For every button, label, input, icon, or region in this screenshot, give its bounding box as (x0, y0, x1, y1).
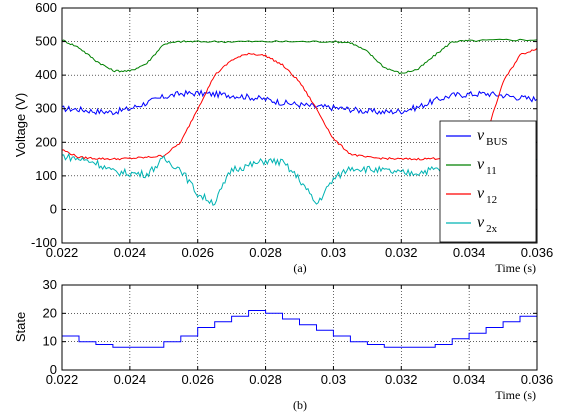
voltage-tick-label-x: 0.032 (385, 245, 418, 260)
legend-subscript: 12 (486, 194, 497, 206)
state-tick-label-y: 30 (43, 277, 57, 292)
voltage-series-11-line (61, 38, 538, 75)
voltage-tick-label-x: 0.024 (114, 245, 147, 260)
voltage-tick-label-y: 0 (50, 201, 57, 216)
state-plot-frame (61, 284, 538, 371)
state-chart: 0.022 0.024 0.026 0.028 0.03 0.032 0.034 0.036 0… (13, 277, 553, 412)
voltage-tick-label-x: 0.03 (321, 245, 346, 260)
voltage-chart: 0.022 0.024 0.026 0.028 0.03 0.032 0.034 0.036 -… (13, 0, 553, 275)
voltage-tick-label-y: 300 (35, 101, 57, 116)
legend-label-12: v 12 (477, 185, 497, 206)
voltage-tick-label-x: 0.028 (249, 245, 282, 260)
legend-subscript: 2x (486, 223, 498, 235)
legend-box (439, 120, 537, 243)
state-series (62, 310, 538, 348)
legend-label-2x: v 2x (477, 214, 498, 235)
voltage-caption: (a) (293, 261, 306, 275)
voltage-tick-label-y: 600 (35, 0, 57, 15)
state-x-axis-label: Time (s) (495, 388, 536, 402)
state-tick-label-x: 0.026 (181, 372, 214, 387)
legend-symbol: v (477, 127, 485, 144)
voltage-tick-label-x: 0.034 (453, 245, 486, 260)
voltage-ticks: 0.022 0.024 0.026 0.028 0.03 0.032 0.034 0.036 -… (31, 0, 553, 260)
legend-label-bus: v BUS (477, 127, 508, 148)
state-tick-label-x: 0.036 (521, 372, 554, 387)
state-tick-label-y: 0 (50, 362, 57, 377)
voltage-series-bus-line (61, 89, 538, 116)
voltage-tick-label-y: 200 (35, 134, 57, 149)
legend-label-11: v 11 (477, 156, 497, 177)
voltage-tick-label-x: 0.036 (521, 245, 554, 260)
voltage-tick-label-x: 0.022 (46, 245, 79, 260)
voltage-tick-label-y: 500 (35, 34, 57, 49)
voltage-tick-label-y: -100 (31, 235, 57, 250)
voltage-y-axis-label: Voltage (V) (13, 93, 28, 157)
state-series-line (62, 310, 538, 348)
state-tick-label-y: 20 (43, 305, 57, 320)
state-plot-area (62, 285, 537, 370)
voltage-tick-label-x: 0.026 (181, 245, 214, 260)
legend-symbol: v (477, 185, 485, 202)
voltage-plot-frame (61, 7, 538, 244)
voltage-tick-label-y: 100 (35, 168, 57, 183)
state-tick-label-x: 0.028 (249, 372, 282, 387)
voltage-x-axis-label: Time (s) (495, 261, 536, 275)
state-ticks: 0.022 0.024 0.026 0.028 0.03 0.032 0.034 0.036 0… (43, 277, 554, 387)
legend-subscript: BUS (486, 136, 507, 148)
state-y-axis-label: State (13, 312, 28, 342)
state-tick-label-x: 0.024 (114, 372, 147, 387)
voltage-tick-label-y: 400 (35, 67, 57, 82)
legend-subscript: 11 (486, 165, 497, 177)
state-tick-label-y: 10 (43, 334, 57, 349)
legend-symbol: v (477, 214, 485, 231)
legend-symbol: v (477, 156, 485, 173)
state-tick-label-x: 0.03 (321, 372, 346, 387)
state-tick-label-x: 0.032 (385, 372, 418, 387)
state-tick-label-x: 0.022 (46, 372, 79, 387)
state-caption: (b) (293, 398, 307, 412)
state-tick-label-x: 0.034 (453, 372, 486, 387)
